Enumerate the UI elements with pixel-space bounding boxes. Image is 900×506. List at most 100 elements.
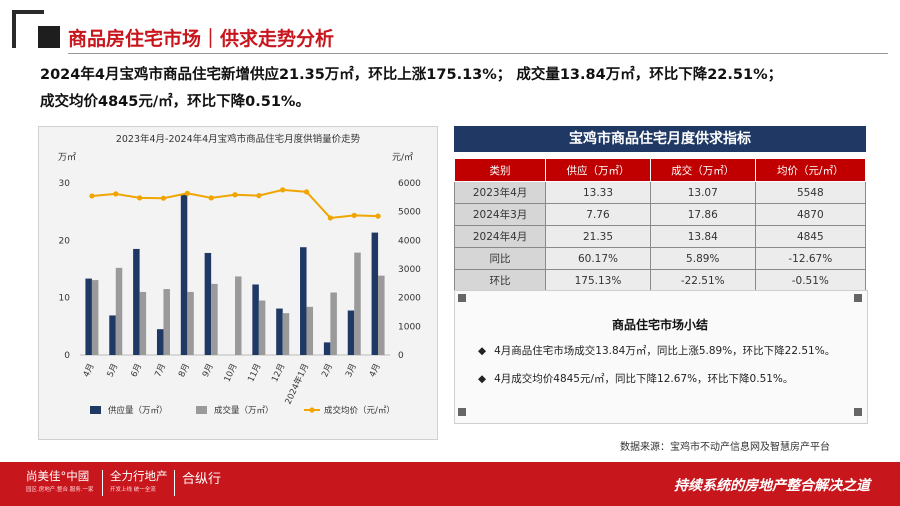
right-axis-tick-label: 4000 <box>398 236 421 246</box>
table-cell: -0.51% <box>754 269 867 292</box>
price-point <box>351 212 357 218</box>
sales-bar <box>211 283 218 355</box>
monthly-metrics-table: 类别 供应（万㎡） 成交（万㎡） 均价（元/㎡） 2023年4月 13.33 1… <box>453 158 867 292</box>
x-axis-tick-label: 5月 <box>106 362 121 379</box>
corner-square-icon <box>854 408 862 416</box>
table-cell: 2023年4月 <box>453 181 547 204</box>
left-axis-tick-label: 10 <box>59 294 71 304</box>
sales-bar <box>163 289 170 355</box>
summary-bullet-text: 4月商品住宅市场成交13.84万㎡，同比上涨5.89%，环比下降22.51%。 <box>494 345 836 357</box>
supply-bar <box>133 248 140 355</box>
legend-label: 成交量（万㎡） <box>214 405 274 416</box>
table-cell: 同比 <box>453 247 547 270</box>
table-cell: -22.51% <box>649 269 756 292</box>
table-cell: 5.89% <box>649 247 756 270</box>
summary-bullet: ◆ 4月成交均价4845元/㎡，同比下降12.67%，环比下降0.51%。 <box>478 371 793 386</box>
title-divider <box>68 53 888 54</box>
sales-bar <box>115 267 123 355</box>
headline-line-2: 成交均价4845元/㎡，环比下降0.51%。 <box>40 94 310 110</box>
price-point <box>327 215 333 221</box>
table-title: 宝鸡市商品住宅月度供求指标 <box>454 126 866 152</box>
summary-bullet: ◆ 4月商品住宅市场成交13.84万㎡，同比上涨5.89%，环比下降22.51%。 <box>478 343 835 358</box>
left-axis-unit: 万㎡ <box>58 152 76 163</box>
table-cell: 4870 <box>754 203 867 226</box>
table-header-cell: 成交（万㎡） <box>649 158 756 182</box>
sales-bar <box>91 280 99 355</box>
right-axis-tick-label: 1000 <box>398 322 421 332</box>
table-cell: 2024年4月 <box>453 225 547 248</box>
title-square-icon <box>38 26 60 48</box>
price-point <box>184 190 190 196</box>
price-point <box>137 195 143 201</box>
headline-summary: 2024年4月宝鸡市商品住宅新增供应21.35万㎡，环比上涨175.13%； 成… <box>40 62 880 116</box>
table-row: 环比 175.13% -22.51% -0.51% <box>453 269 867 292</box>
sales-bar <box>306 306 314 355</box>
headline-line-1: 2024年4月宝鸡市商品住宅新增供应21.35万㎡，环比上涨175.13%； 成… <box>40 67 783 83</box>
x-axis-tick-label: 11月 <box>246 362 263 384</box>
price-point <box>303 189 310 195</box>
brand-logo-quanlixing: 全力行地产 <box>110 469 168 483</box>
right-axis-tick-label: 3000 <box>398 265 421 275</box>
x-axis-tick-label: 3月 <box>344 362 359 379</box>
x-axis-tick-label: 2月 <box>320 362 335 379</box>
table-row: 2024年4月 21.35 13.84 4845 <box>453 225 867 248</box>
supply-bar <box>276 308 283 355</box>
table-header-cell: 均价（元/㎡） <box>754 158 867 182</box>
brand-logo-shangmeijia-tagline: 园区.房地产.整合.服务.一家 <box>26 487 94 493</box>
table-cell: 13.07 <box>649 181 756 204</box>
sales-bar <box>330 292 337 355</box>
supply-bar <box>371 232 379 355</box>
logo-divider <box>102 470 103 496</box>
legend-label: 供应量（万㎡） <box>108 405 168 416</box>
table-cell: 175.13% <box>545 269 651 292</box>
footer-slogan: 持续系统的房地产整合解决之道 <box>674 478 870 494</box>
supply-bar <box>109 315 116 355</box>
supply-bar <box>85 278 92 355</box>
sales-bar <box>282 313 290 355</box>
table-cell: 5548 <box>754 181 867 204</box>
supply-bar <box>156 329 164 355</box>
corner-square-icon <box>458 294 466 302</box>
corner-bracket-decoration <box>12 10 44 48</box>
brand-logo-shangmeijia: 尚美佳°中國 <box>26 469 90 483</box>
table-row: 同比 60.17% 5.89% -12.67% <box>453 247 867 270</box>
x-axis-tick-label: 8月 <box>177 362 192 379</box>
right-axis-tick-label: 5000 <box>398 208 421 218</box>
summary-title: 商品住宅市场小结 <box>611 318 708 332</box>
logo-divider <box>174 470 175 496</box>
right-axis-unit: 元/㎡ <box>392 152 413 163</box>
x-axis-tick-label: 4月 <box>368 362 383 379</box>
table-cell: 13.84 <box>649 225 756 248</box>
price-point <box>280 187 286 193</box>
legend-swatch <box>196 406 207 414</box>
x-axis-tick-label: 6月 <box>129 362 144 379</box>
table-cell: -12.67% <box>754 247 867 270</box>
x-axis-tick-label: 10月 <box>222 362 239 384</box>
x-axis-tick-label: 9月 <box>201 362 216 379</box>
price-point <box>256 193 262 199</box>
supply-bar <box>300 247 307 355</box>
x-axis-tick-label: 12月 <box>270 362 287 384</box>
summary-box <box>454 290 868 424</box>
corner-square-icon <box>854 294 862 302</box>
left-axis-tick-label: 20 <box>59 236 71 246</box>
table-row: 2024年3月 7.76 17.86 4870 <box>453 203 867 226</box>
table-cell: 7.76 <box>545 203 651 226</box>
x-axis-tick-label: 2024年1月 <box>283 362 312 407</box>
sales-bar <box>258 300 266 355</box>
legend-swatch <box>90 406 101 414</box>
table-cell: 17.86 <box>649 203 756 226</box>
diamond-bullet-icon: ◆ <box>478 345 487 357</box>
sales-bar <box>354 252 361 355</box>
left-axis-tick-label: 30 <box>59 179 71 189</box>
page-title: 商品房住宅市场｜供求走势分析 <box>68 28 335 50</box>
table-cell: 2024年3月 <box>453 203 547 226</box>
brand-logo-hezongxing: 合纵行 <box>182 472 222 487</box>
summary-bullet-text: 4月成交均价4845元/㎡，同比下降12.67%，环比下降0.51%。 <box>494 373 794 385</box>
sales-bar <box>139 291 147 355</box>
price-point <box>89 193 95 199</box>
table-header-cell: 类别 <box>453 158 547 182</box>
price-point <box>160 195 167 201</box>
x-axis-tick-label: 4月 <box>82 362 97 379</box>
